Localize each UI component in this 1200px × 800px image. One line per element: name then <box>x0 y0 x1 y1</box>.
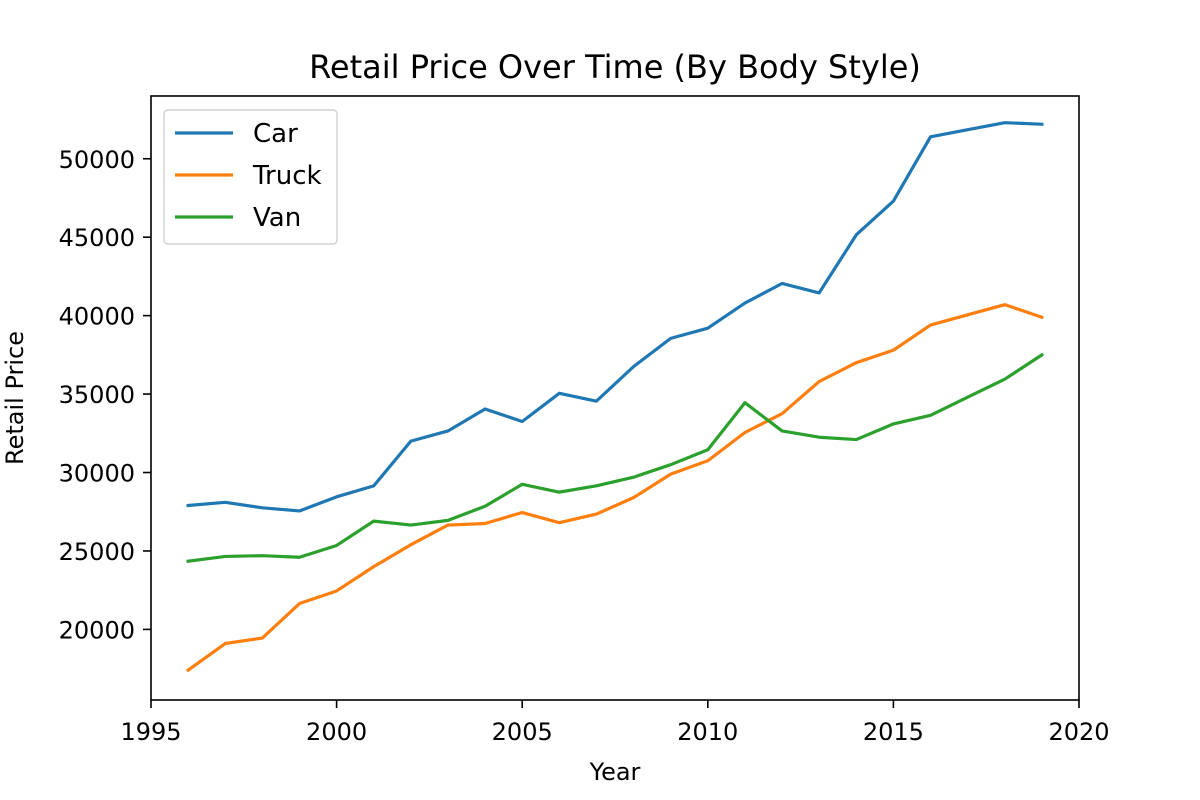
y-tick-label: 50000 <box>59 146 135 174</box>
x-tick-label: 2000 <box>306 718 367 746</box>
y-tick-label: 30000 <box>59 460 135 488</box>
x-tick-label: 2005 <box>492 718 553 746</box>
plot-frame <box>150 95 1080 701</box>
legend-box <box>163 109 338 245</box>
series-line-car <box>186 121 1044 513</box>
legend: Car Truck Van <box>163 109 338 245</box>
y-tick-label: 40000 <box>59 303 135 331</box>
x-tick-label: 1995 <box>120 718 181 746</box>
y-tick-label: 45000 <box>59 224 135 252</box>
y-tick-label: 20000 <box>59 616 135 644</box>
x-tick-label: 2020 <box>1048 718 1109 746</box>
legend-label-car: Car <box>253 119 298 149</box>
y-tick-label: 25000 <box>59 538 135 566</box>
chart-title: Retail Price Over Time (By Body Style) <box>309 48 921 86</box>
series-line-van <box>186 352 1045 563</box>
legend-label-truck: Truck <box>252 161 322 191</box>
series-line-truck <box>185 303 1044 673</box>
y-tick-label: 35000 <box>59 381 135 409</box>
x-axis-label: Year <box>589 758 641 786</box>
x-axis: 1995 2000 2005 2010 2015 2020 <box>120 700 1110 746</box>
plot-area <box>185 121 1045 673</box>
legend-label-van: Van <box>253 203 301 233</box>
x-tick-label: 2015 <box>863 718 924 746</box>
y-axis-label: Retail Price <box>1 331 29 465</box>
y-axis: 20000 25000 30000 35000 40000 45000 50000 <box>59 146 151 644</box>
x-tick-label: 2010 <box>677 718 738 746</box>
